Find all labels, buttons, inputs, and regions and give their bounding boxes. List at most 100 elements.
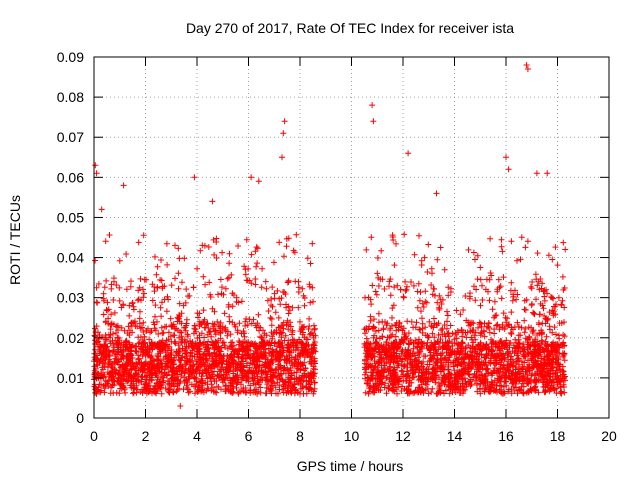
data-point <box>212 388 219 395</box>
data-point <box>130 319 137 326</box>
data-point <box>533 170 540 177</box>
data-point <box>303 383 310 390</box>
data-point <box>362 375 369 382</box>
data-point <box>447 322 454 329</box>
data-point <box>505 350 512 357</box>
data-point <box>387 292 394 299</box>
data-point <box>224 275 231 282</box>
data-point <box>209 342 216 349</box>
data-point <box>311 326 318 333</box>
data-point <box>271 380 278 387</box>
data-point <box>220 291 227 298</box>
data-point <box>213 255 220 261</box>
data-point <box>422 288 429 295</box>
y-axis-label: ROTI / TECUs <box>7 195 23 285</box>
data-point <box>416 232 422 239</box>
data-point <box>540 347 547 354</box>
data-point <box>477 330 484 337</box>
data-point <box>281 289 288 296</box>
data-point <box>212 354 219 360</box>
data-point <box>142 384 149 391</box>
data-point <box>507 329 514 336</box>
data-point <box>471 283 477 290</box>
data-point <box>399 383 405 390</box>
data-point <box>383 350 390 357</box>
data-point <box>164 341 171 348</box>
data-point <box>532 371 539 378</box>
data-point <box>118 385 125 392</box>
data-point <box>306 323 313 330</box>
data-point <box>475 375 482 382</box>
data-point <box>285 235 292 242</box>
data-point <box>551 378 557 385</box>
data-point <box>425 334 432 341</box>
data-point <box>554 364 561 370</box>
data-point <box>282 378 289 385</box>
data-point <box>164 380 171 387</box>
data-point <box>377 376 384 383</box>
data-point <box>520 351 527 358</box>
data-point <box>227 353 234 360</box>
data-point <box>532 358 539 365</box>
data-point <box>113 330 120 336</box>
data-point <box>411 251 418 258</box>
data-point <box>167 386 174 392</box>
data-point <box>307 260 314 267</box>
data-point <box>235 299 242 306</box>
data-point <box>384 374 390 381</box>
data-point <box>398 367 405 374</box>
data-point <box>153 271 160 278</box>
data-point <box>398 388 405 394</box>
data-point <box>284 366 291 373</box>
data-point <box>397 339 404 345</box>
data-point <box>166 387 173 394</box>
data-point <box>425 390 432 397</box>
data-point <box>253 369 260 376</box>
data-point <box>451 387 458 394</box>
data-point <box>260 346 267 353</box>
data-point <box>418 376 425 383</box>
data-point <box>527 376 534 383</box>
data-point <box>258 284 265 291</box>
data-point <box>248 280 255 287</box>
data-point <box>388 375 395 382</box>
data-point <box>423 299 430 306</box>
data-point <box>488 336 495 343</box>
data-point <box>173 388 180 395</box>
data-point <box>435 332 442 338</box>
data-point <box>281 364 288 371</box>
data-point <box>110 348 117 355</box>
data-point <box>176 367 183 374</box>
data-point <box>275 390 281 397</box>
data-point <box>494 350 500 357</box>
data-point <box>263 285 270 292</box>
data-point <box>535 278 542 285</box>
data-point <box>515 344 522 351</box>
data-point <box>508 238 515 245</box>
data-point <box>550 310 557 317</box>
data-point <box>526 333 533 340</box>
data-point <box>413 366 420 373</box>
data-point <box>95 280 102 287</box>
data-point <box>463 334 470 341</box>
data-point <box>539 280 546 287</box>
data-point <box>432 292 438 299</box>
data-point <box>537 363 544 370</box>
data-point <box>137 308 143 315</box>
data-point <box>192 326 199 333</box>
data-point <box>414 304 421 311</box>
data-point <box>104 307 111 314</box>
data-point <box>304 352 311 359</box>
y-tick-label: 0 <box>76 410 84 426</box>
data-point <box>482 382 489 389</box>
data-point <box>202 344 209 351</box>
data-point <box>479 345 486 352</box>
data-point <box>191 353 198 360</box>
data-point <box>404 318 411 325</box>
data-point <box>431 334 438 341</box>
data-point <box>206 279 213 286</box>
data-point <box>311 345 318 352</box>
data-point <box>506 373 513 380</box>
data-point <box>129 300 136 307</box>
data-point <box>541 297 548 304</box>
